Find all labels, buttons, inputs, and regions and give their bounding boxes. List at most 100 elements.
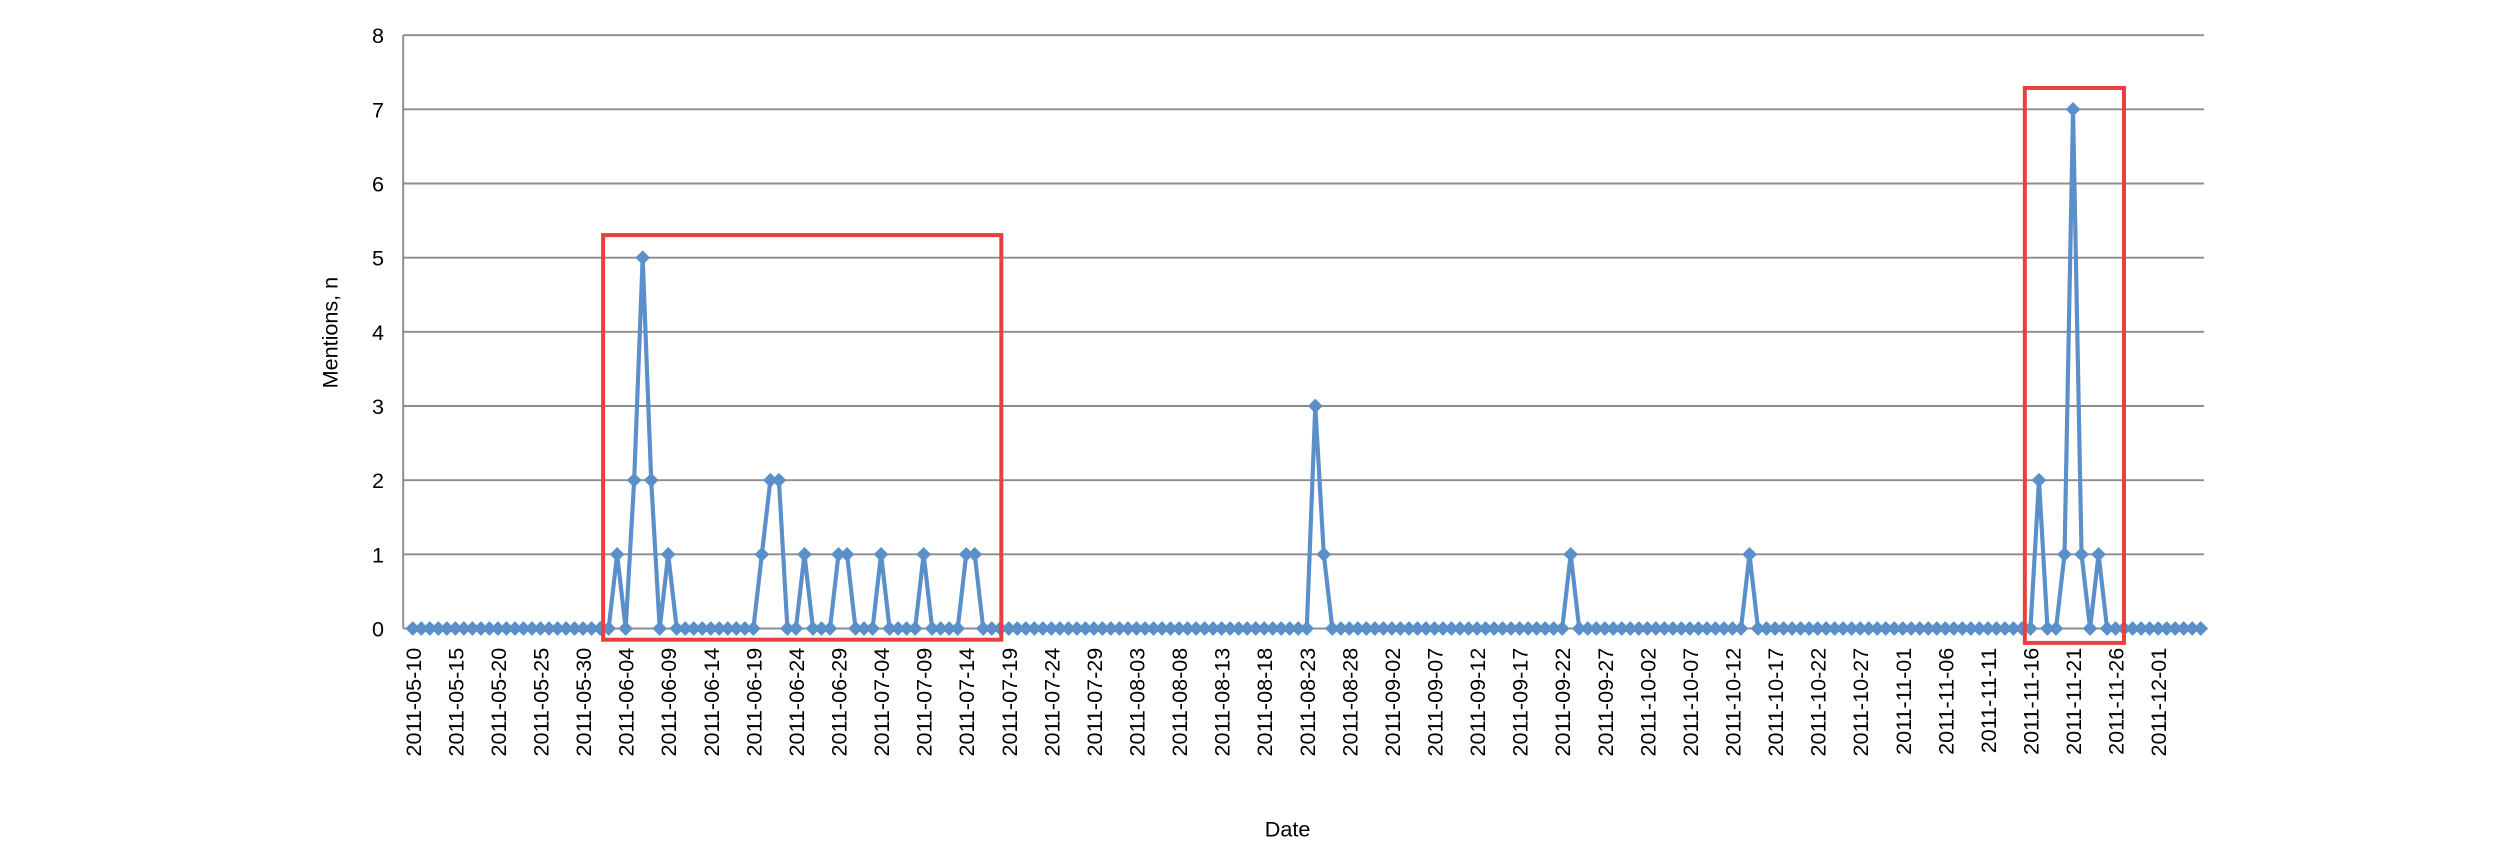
data-point	[558, 621, 574, 636]
x-tick-label: 2011-12-01	[2146, 648, 2171, 757]
data-point	[746, 621, 761, 636]
data-point	[1733, 621, 1749, 636]
data-point	[1018, 621, 1034, 636]
x-tick-label: 2011-11-06	[1933, 648, 1958, 755]
data-point	[1955, 621, 1970, 636]
data-point	[1129, 621, 1144, 636]
data-point	[1869, 621, 1885, 636]
data-point	[507, 621, 523, 636]
data-point	[1682, 621, 1698, 636]
data-point	[482, 621, 497, 636]
data-point	[490, 621, 506, 636]
data-point	[711, 621, 727, 636]
data-point	[916, 546, 931, 562]
x-tick-label: 2011-05-10	[401, 648, 426, 757]
data-point	[1810, 621, 1825, 636]
x-tick-label: 2011-10-17	[1763, 648, 1788, 757]
data-point	[831, 546, 846, 562]
data-point	[1095, 621, 1110, 636]
data-point	[856, 621, 872, 636]
data-point	[1052, 621, 1068, 636]
data-point	[499, 621, 514, 636]
y-tick-label: 8	[372, 23, 384, 48]
data-point	[694, 621, 710, 636]
data-point	[1316, 546, 1332, 562]
x-tick-label: 2011-11-01	[1891, 648, 1916, 755]
x-tick-label: 2011-08-08	[1167, 648, 1192, 757]
data-point	[626, 472, 642, 488]
x-tick-label: 2011-09-27	[1593, 648, 1618, 757]
data-point	[1376, 621, 1391, 636]
data-point	[1929, 621, 1945, 636]
x-tick-label: 2011-11-26	[2104, 648, 2129, 755]
data-point	[958, 546, 974, 562]
y-axis-label: Mentions, n	[318, 277, 343, 389]
plot-area: 0 1 2 3 4 5 6 7 8 2011-05-10 2011-05-15 2011-05-20 2…	[372, 23, 2209, 757]
y-tick-label: 3	[372, 394, 384, 419]
data-point	[2091, 546, 2106, 562]
data-point	[941, 621, 957, 636]
data-point	[1580, 621, 1596, 636]
data-point	[1963, 621, 1979, 636]
x-tick-label: 2011-09-17	[1508, 648, 1533, 757]
data-point	[1648, 621, 1664, 636]
data-point	[754, 546, 770, 562]
data-point	[2108, 621, 2123, 636]
data-point	[1461, 621, 1476, 636]
data-point	[899, 621, 914, 636]
data-point	[1588, 621, 1604, 636]
data-point	[1401, 621, 1417, 636]
data-point	[1103, 621, 1119, 636]
data-point	[686, 621, 702, 636]
data-point	[1742, 546, 1757, 562]
x-tick-label: 2011-08-13	[1210, 648, 1235, 757]
data-point	[1512, 621, 1527, 636]
data-point	[1486, 621, 1502, 636]
data-point	[1001, 621, 1017, 636]
data-point	[1665, 621, 1681, 636]
data-point	[2048, 621, 2064, 636]
data-point	[1725, 621, 1740, 636]
data-point	[788, 621, 804, 636]
data-point	[2176, 621, 2192, 636]
x-tick-label: 2011-07-29	[1082, 648, 1107, 757]
data-point	[1912, 621, 1928, 636]
data-point	[1444, 621, 1459, 636]
data-point	[609, 546, 625, 562]
data-point	[1946, 621, 1962, 636]
data-point	[1631, 621, 1647, 636]
data-point	[805, 621, 821, 636]
data-point	[677, 621, 693, 636]
data-point	[865, 621, 880, 636]
x-tick-label: 2011-07-09	[912, 648, 937, 757]
data-point	[2142, 621, 2158, 636]
data-point	[1827, 621, 1843, 636]
data-point	[873, 546, 889, 562]
data-point	[430, 621, 446, 636]
data-point	[1154, 621, 1170, 636]
data-point	[2193, 621, 2209, 636]
data-point	[1273, 621, 1289, 636]
x-tick-label: 2011-08-03	[1124, 648, 1149, 757]
x-tick-label: 2011-06-19	[741, 648, 766, 757]
x-tick-label: 2011-09-12	[1465, 648, 1490, 757]
x-tick-label: 2011-11-11	[1976, 648, 2001, 754]
data-point	[669, 621, 685, 636]
data-point	[1989, 621, 2004, 636]
data-point	[907, 621, 923, 636]
data-point	[456, 621, 472, 636]
x-tick-label: 2011-06-29	[826, 648, 851, 757]
data-point	[1180, 621, 1195, 636]
x-tick-label: 2011-06-24	[784, 648, 809, 757]
data-point	[1844, 621, 1860, 636]
data-point	[1112, 621, 1127, 636]
data-point	[465, 621, 480, 636]
data-point	[1605, 621, 1621, 636]
highlight-box	[601, 233, 1004, 642]
data-point	[567, 621, 582, 636]
x-tick-label: 2011-10-22	[1806, 648, 1831, 757]
data-point	[771, 472, 787, 488]
data-point	[1546, 621, 1562, 636]
data-point	[601, 621, 616, 636]
x-tick-label: 2011-05-30	[571, 648, 596, 757]
